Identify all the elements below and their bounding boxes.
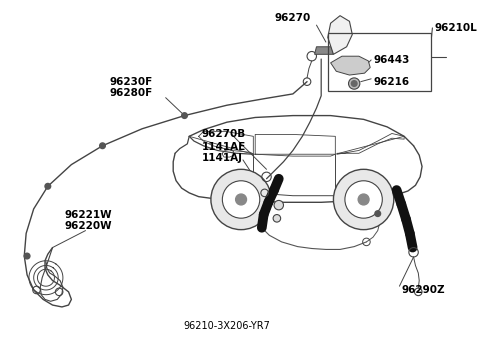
Text: 96216: 96216 [373, 77, 409, 87]
Circle shape [181, 113, 187, 118]
Text: 96210-3X206-YR7: 96210-3X206-YR7 [183, 321, 270, 332]
Circle shape [273, 215, 281, 222]
Text: 96221W: 96221W [65, 210, 112, 220]
Text: 96220W: 96220W [65, 221, 112, 231]
Circle shape [358, 194, 369, 205]
Text: 96290Z: 96290Z [401, 285, 445, 295]
Circle shape [24, 253, 30, 259]
Polygon shape [314, 47, 334, 54]
Circle shape [274, 200, 284, 210]
Text: 1141AE: 1141AE [202, 142, 246, 153]
Text: 96210L: 96210L [434, 23, 477, 33]
Circle shape [348, 78, 360, 89]
Polygon shape [331, 56, 370, 75]
Text: 96270: 96270 [275, 13, 311, 23]
Circle shape [100, 143, 105, 149]
Circle shape [211, 169, 271, 230]
Circle shape [334, 169, 394, 230]
Text: 96443: 96443 [373, 55, 409, 65]
Text: 96230F: 96230F [109, 77, 152, 87]
Circle shape [375, 211, 381, 216]
Bar [328, 33, 432, 91]
Circle shape [236, 194, 247, 205]
Text: 96270B: 96270B [202, 129, 246, 140]
Text: 1141AJ: 1141AJ [202, 153, 242, 163]
Circle shape [222, 181, 260, 218]
Circle shape [45, 184, 51, 189]
Circle shape [345, 181, 382, 218]
Polygon shape [328, 16, 352, 54]
Text: 96280F: 96280F [109, 88, 152, 98]
Circle shape [351, 81, 357, 86]
